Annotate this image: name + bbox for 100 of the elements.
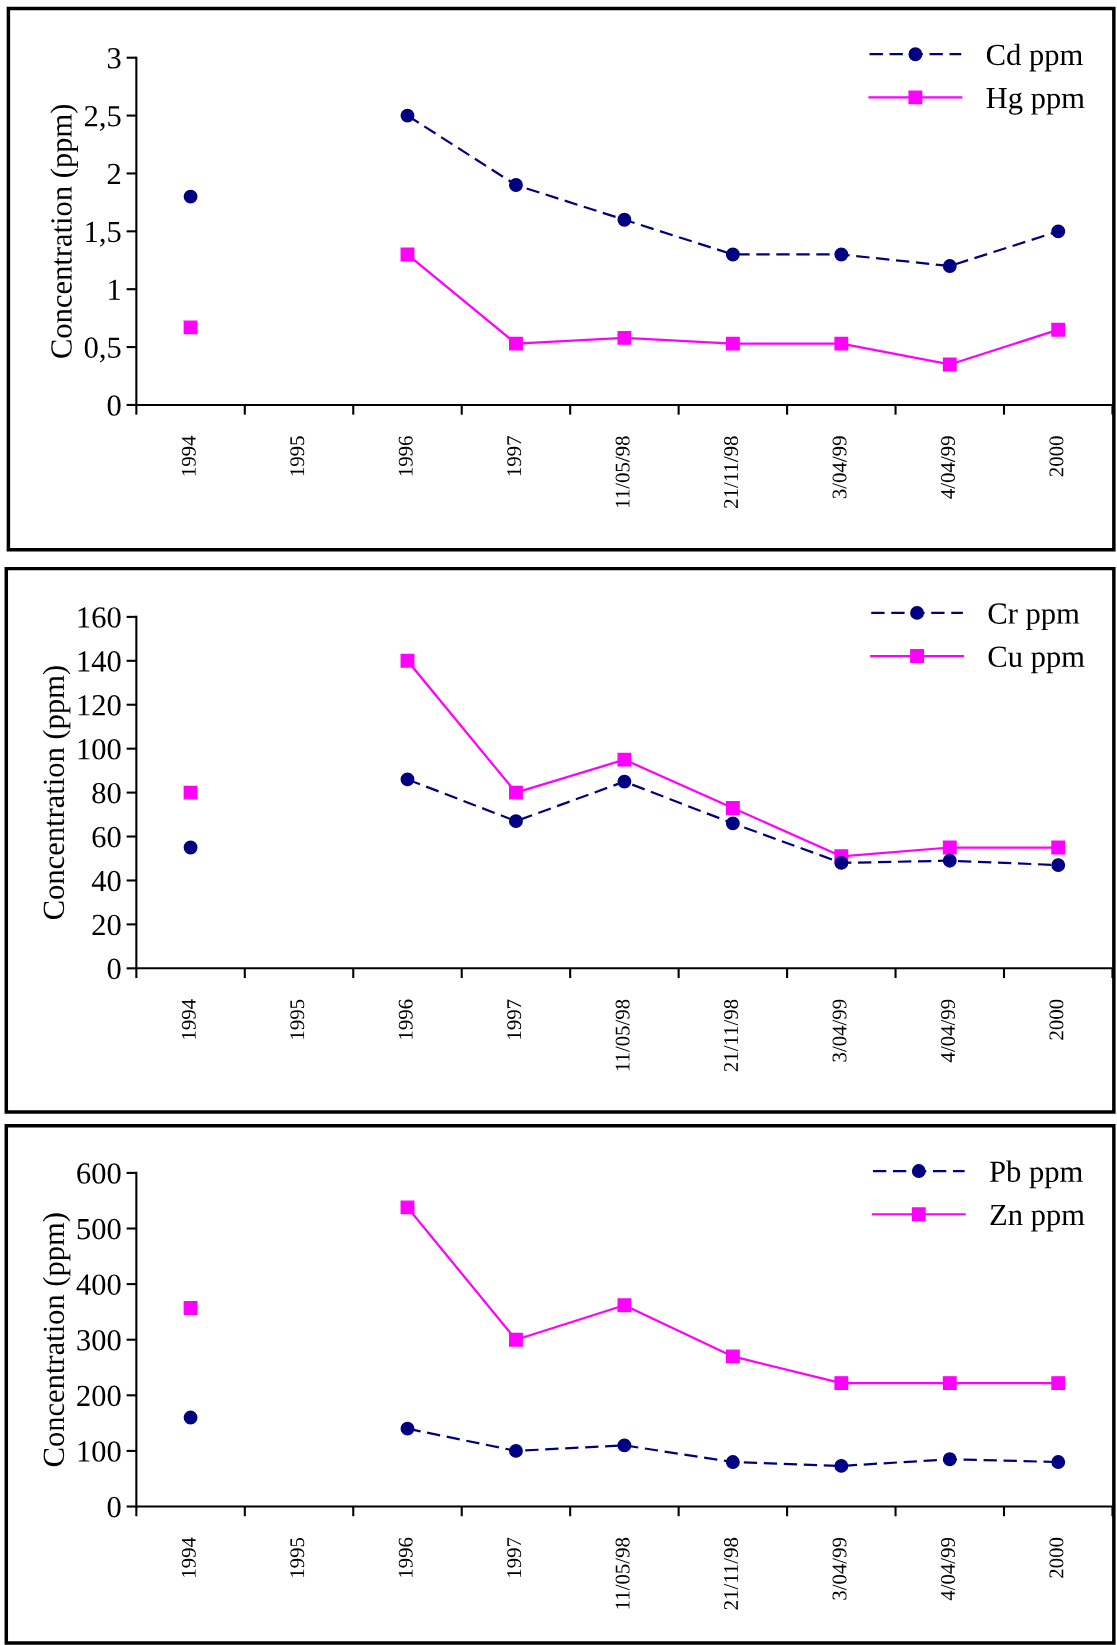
y-tick-label: 20 — [92, 914, 121, 936]
point — [183, 1301, 198, 1315]
y-tick-label: 40 — [91, 870, 121, 892]
point — [942, 853, 957, 868]
x-tick-label: 2000 — [1049, 999, 1064, 1040]
point — [834, 1458, 849, 1473]
point — [509, 1443, 523, 1458]
y-tick-label: 2,5 — [84, 105, 121, 131]
legend-label: Hg ppm — [986, 88, 1085, 115]
y-tick-label: 300 — [77, 1329, 121, 1351]
y-tick-label: 0 — [107, 958, 121, 980]
y-tick-label: 400 — [76, 1274, 121, 1296]
y-tick-label: 60 — [92, 826, 121, 848]
x-tick-label: 4/04/99 — [940, 436, 955, 499]
y-tick-label: 100 — [78, 738, 121, 760]
point — [617, 330, 632, 345]
y-tick-label: 0 — [107, 395, 121, 416]
point — [617, 1298, 632, 1313]
point — [1051, 840, 1066, 855]
legend-label: Pb ppm — [989, 1160, 1083, 1189]
y-tick-label: 160 — [78, 607, 121, 628]
x-tick-label: 4/04/99 — [940, 999, 955, 1063]
point — [400, 1421, 415, 1436]
y-tick-label: 120 — [78, 695, 121, 716]
legend-label: Cd ppm — [986, 43, 1083, 72]
x-tick-label: 2000 — [1049, 436, 1064, 477]
point — [725, 1455, 740, 1469]
point — [617, 752, 632, 767]
point — [617, 774, 632, 789]
x-tick-label: 1994 — [181, 999, 196, 1039]
x-tick-label: 1996 — [398, 436, 413, 476]
point — [183, 1410, 198, 1425]
x-tick-label: 21/11/98 — [724, 999, 739, 1072]
point — [509, 785, 523, 800]
point — [183, 189, 198, 204]
point — [617, 1438, 632, 1453]
y-tick-label: 1,5 — [86, 221, 121, 247]
x-tick-label: 1997 — [507, 436, 522, 476]
point — [942, 259, 957, 273]
point — [509, 814, 523, 829]
x-tick-label: 1994 — [181, 1537, 196, 1577]
x-tick-label: 21/11/98 — [724, 436, 739, 508]
x-tick-label: 1996 — [398, 1537, 413, 1577]
y-axis-title: Concentration (ppm) — [42, 1213, 71, 1467]
point — [942, 1376, 957, 1391]
point — [400, 108, 415, 123]
x-tick-label: 1994 — [181, 435, 196, 476]
y-tick-label: 200 — [77, 1385, 121, 1407]
y-tick-label: 3 — [107, 48, 121, 69]
x-tick-label: 1997 — [507, 999, 522, 1039]
point — [725, 247, 740, 262]
point — [400, 653, 415, 668]
point — [942, 840, 957, 855]
x-tick-label: 1997 — [507, 1537, 522, 1577]
y-tick-label: 0,5 — [84, 337, 121, 363]
point — [1051, 858, 1066, 873]
legend-label: Zn ppm — [990, 1204, 1085, 1232]
x-tick-label: 3/04/99 — [832, 999, 847, 1062]
point — [1051, 1455, 1066, 1469]
y-tick-label: 0 — [107, 1496, 121, 1518]
x-tick-label: 11/05/98 — [615, 1537, 630, 1609]
x-tick-label: 1996 — [398, 999, 413, 1039]
x-tick-label: 21/11/98 — [724, 1537, 739, 1610]
y-tick-label: 600 — [77, 1163, 121, 1184]
point — [834, 336, 849, 351]
point — [400, 772, 415, 787]
point — [400, 1200, 415, 1215]
x-tick-label: 11/05/98 — [615, 436, 630, 507]
y-tick-label: 140 — [78, 651, 121, 672]
point — [1051, 1376, 1066, 1391]
x-tick-label: 1995 — [290, 436, 305, 476]
point — [725, 1349, 740, 1364]
legend-label: Cr ppm — [988, 603, 1080, 631]
point — [183, 320, 198, 335]
point — [183, 840, 198, 855]
y-tick-label: 2 — [107, 163, 121, 185]
x-tick-label: 2000 — [1049, 1537, 1064, 1578]
y-tick-label: 100 — [78, 1441, 121, 1462]
point — [942, 357, 957, 372]
point — [834, 247, 849, 262]
y-tick-label: 500 — [77, 1218, 121, 1240]
y-axis-title: Concentration (ppm) — [50, 104, 79, 358]
x-tick-label: 1995 — [290, 1537, 305, 1577]
point — [834, 1376, 849, 1391]
x-tick-label: 11/05/98 — [615, 999, 630, 1071]
x-tick-label: 3/04/99 — [832, 436, 847, 499]
point — [725, 336, 740, 351]
point — [617, 212, 632, 227]
point — [183, 785, 198, 800]
point — [509, 178, 523, 192]
y-tick-label: 80 — [92, 782, 121, 804]
x-tick-label: 1995 — [290, 999, 305, 1039]
y-axis-title: Concentration (ppm) — [42, 666, 71, 920]
legend-label: Cu ppm — [988, 646, 1085, 674]
point — [942, 1452, 957, 1467]
point — [1051, 224, 1066, 239]
point — [834, 855, 849, 870]
x-tick-label: 4/04/99 — [940, 1537, 955, 1601]
y-tick-label: 1 — [109, 279, 120, 300]
x-tick-label: 3/04/99 — [832, 1537, 847, 1600]
